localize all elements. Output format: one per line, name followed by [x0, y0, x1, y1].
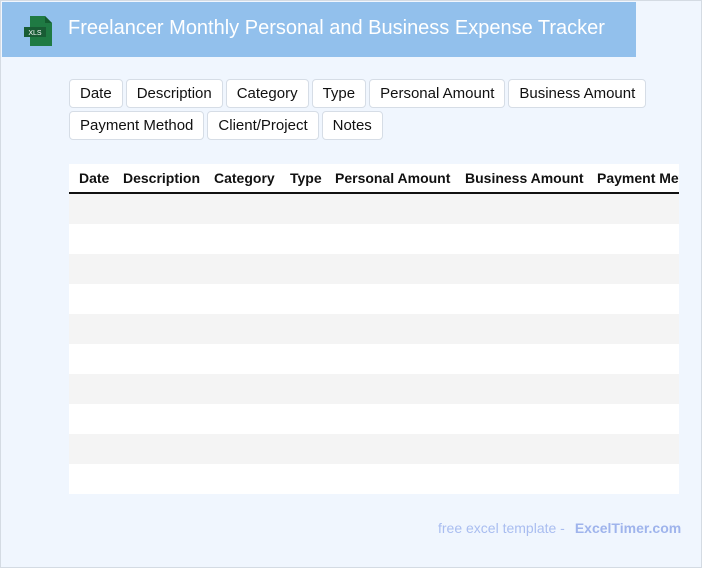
column-chip[interactable]: Type [311, 79, 367, 108]
table-row [69, 254, 679, 284]
column-chip[interactable]: Notes [321, 111, 383, 140]
xls-file-icon: XLS [24, 16, 52, 46]
footer-text: free excel template - [438, 520, 565, 536]
column-chip[interactable]: Description [125, 79, 223, 108]
column-chip[interactable]: Personal Amount [369, 79, 506, 108]
header-bar: XLS Freelancer Monthly Personal and Busi… [2, 2, 636, 57]
table-row [69, 224, 679, 254]
table-row [69, 404, 679, 434]
table-body [69, 194, 679, 494]
column-header: Payment Method [597, 170, 679, 186]
column-chip[interactable]: Client/Project [207, 111, 319, 140]
expense-table: Date Description Category Type Personal Amou… [69, 164, 679, 494]
table-row [69, 434, 679, 464]
column-header: Date [79, 170, 110, 186]
table-header: Date Description Category Type Personal Amou… [69, 164, 679, 194]
column-header: Type [290, 170, 322, 186]
table-row [69, 314, 679, 344]
column-header: Personal Amount [335, 170, 451, 186]
table-row [69, 374, 679, 404]
svg-text:XLS: XLS [28, 30, 42, 37]
column-chip[interactable]: Date [69, 79, 123, 108]
table-row [69, 464, 679, 494]
table-row [69, 194, 679, 224]
table-row [69, 284, 679, 314]
column-header: Description [123, 170, 201, 186]
column-chip[interactable]: Payment Method [69, 111, 205, 140]
column-chip[interactable]: Business Amount [508, 79, 647, 108]
brand-link[interactable]: ExcelTimer.com [574, 520, 682, 536]
column-header: Business Amount [465, 170, 584, 186]
column-chips: Date Description Category Type Personal Amou… [69, 79, 659, 140]
page-title: Freelancer Monthly Personal and Business… [68, 17, 605, 39]
table-row [69, 344, 679, 374]
column-chip[interactable]: Category [225, 79, 309, 108]
column-header: Category [214, 170, 275, 186]
footer: free excel template - ExcelTimer.com [438, 520, 681, 536]
